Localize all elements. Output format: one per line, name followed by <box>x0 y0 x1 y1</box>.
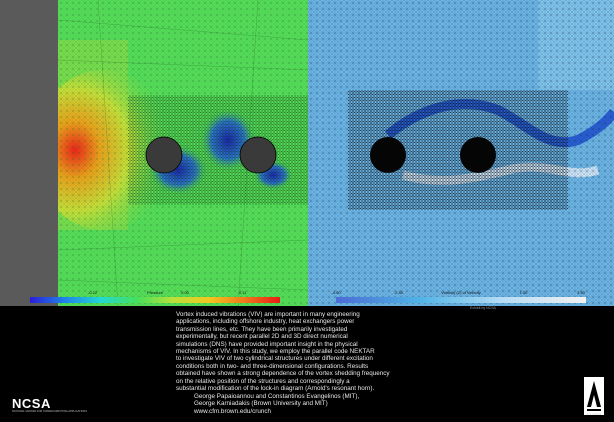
alliance-logo-label: ALLIANCE <box>586 412 602 416</box>
cylinder-left <box>145 136 183 174</box>
vorticity-field-image <box>308 0 614 306</box>
pressure-tick: -0.22 <box>87 290 98 295</box>
pressure-colorbar: -0.22 Pressure 0.00 0.11 <box>30 290 280 304</box>
vorticity-tick: 3.50 <box>577 290 585 295</box>
cylinder-left <box>370 137 406 173</box>
caption-area <box>0 306 614 422</box>
corner-note: Exhibit by NCSA <box>470 306 496 310</box>
alliance-logo-icon <box>584 377 604 415</box>
pressure-colorbar-gradient <box>30 297 280 303</box>
ncsa-logo-text: NCSA <box>12 396 51 411</box>
pressure-colorbar-title: Pressure <box>146 290 164 295</box>
pressure-field-panel <box>58 0 308 306</box>
vorticity-field-panel <box>308 0 614 306</box>
vorticity-tick: -2.50 <box>393 290 404 295</box>
ncsa-logo-subtitle: NATIONAL CENTER FOR SUPERCOMPUTING APPLI… <box>12 410 88 413</box>
gray-margin-strip <box>0 0 58 306</box>
pressure-tick: 0.11 <box>238 290 247 295</box>
cylinder-right <box>239 136 277 174</box>
pressure-field-image <box>58 0 308 306</box>
credits-text: George Papaioannou and Constantinos Evan… <box>194 393 360 415</box>
ncsa-logo: NCSA NATIONAL CENTER FOR SUPERCOMPUTING … <box>12 396 88 413</box>
vorticity-colorbar-title: Vorticity (Z) of Velocity <box>441 290 481 295</box>
pressure-tick: 0.00 <box>181 290 189 295</box>
vorticity-tick: -4.50 <box>331 290 341 295</box>
vorticity-tick: 1.50 <box>519 290 528 295</box>
vorticity-colorbar: -4.50 -2.50 Vorticity (Z) of Velocity 1.… <box>331 290 586 304</box>
vorticity-colorbar-gradient <box>336 297 586 303</box>
cylinder-right <box>460 137 496 173</box>
description-text: Vortex induced vibrations (VIV) are impo… <box>176 311 390 393</box>
